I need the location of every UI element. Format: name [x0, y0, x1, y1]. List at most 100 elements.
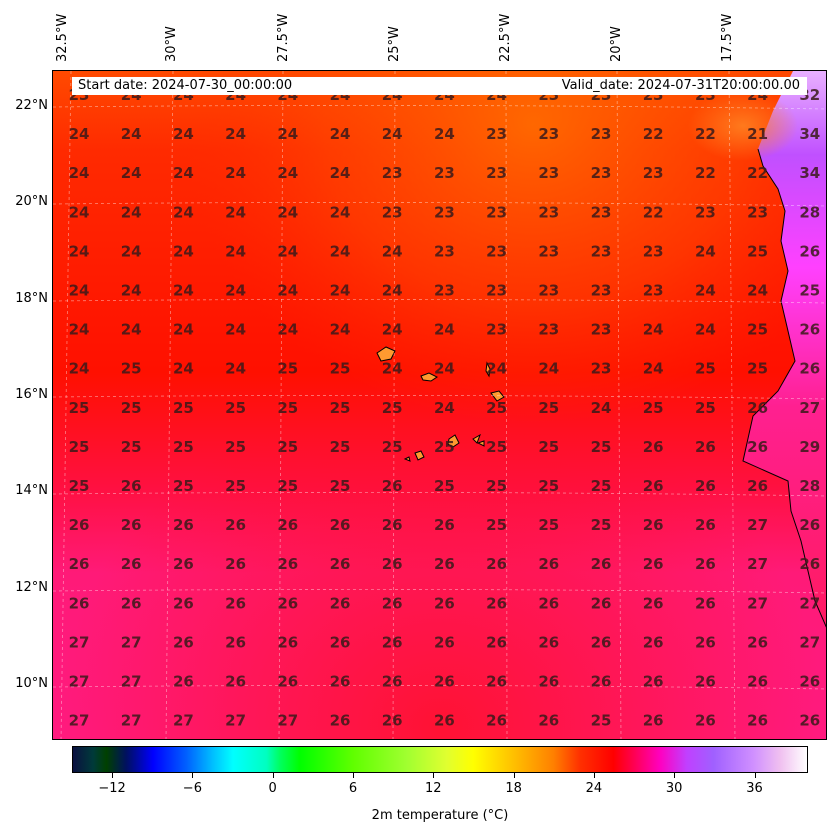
temperature-value: 26: [173, 633, 194, 651]
temperature-value: 24: [330, 242, 351, 260]
temperature-value: 23: [434, 282, 455, 300]
temperature-value: 26: [121, 477, 142, 495]
temperature-value: 26: [591, 633, 612, 651]
temperature-value: 26: [382, 673, 403, 691]
temperature-value: 24: [277, 321, 298, 339]
temperature-value: 24: [643, 321, 664, 339]
colorbar-tick: [192, 773, 194, 778]
temperature-value: 26: [799, 516, 820, 534]
temperature-value: 23: [538, 203, 559, 221]
temperature-value: 25: [486, 399, 507, 417]
temperature-value: 23: [382, 203, 403, 221]
temperature-value: 26: [747, 438, 768, 456]
lat-label: 20°N: [15, 194, 48, 209]
temperature-value: 25: [173, 399, 194, 417]
colorbar-tick-label: −12: [98, 781, 126, 796]
temperature-value: 26: [277, 594, 298, 612]
temperature-value: 23: [538, 282, 559, 300]
temperature-value: 26: [695, 712, 716, 730]
temperature-value: 26: [382, 477, 403, 495]
temperature-value: 24: [121, 242, 142, 260]
colorbar-tick-label: 0: [268, 781, 277, 796]
temperature-value: 24: [69, 360, 90, 378]
temperature-value: 25: [69, 399, 90, 417]
temperature-value: 25: [747, 242, 768, 260]
colorbar-tick-label: 18: [505, 781, 522, 796]
temperature-value: 34: [799, 164, 820, 182]
temperature-value: 24: [330, 164, 351, 182]
lon-label: 32.5°W: [55, 13, 70, 62]
temperature-value: 23: [486, 203, 507, 221]
temperature-value: 26: [643, 477, 664, 495]
temperature-value: 22: [747, 164, 768, 182]
temperature-value: 24: [225, 164, 246, 182]
lat-label: 10°N: [15, 676, 48, 691]
temperature-value: 26: [643, 633, 664, 651]
temperature-value: 24: [225, 125, 246, 143]
temperature-value: 26: [747, 399, 768, 417]
temperature-value: 26: [173, 516, 194, 534]
temperature-value: 23: [538, 125, 559, 143]
temperature-value: 23: [591, 360, 612, 378]
temperature-value: 24: [121, 164, 142, 182]
lon-label: 20°W: [609, 26, 624, 62]
temperature-value: 29: [799, 438, 820, 456]
colorbar-tick: [674, 773, 676, 778]
temperature-value: 24: [434, 360, 455, 378]
temperature-value: 25: [330, 438, 351, 456]
temperature-value: 26: [69, 594, 90, 612]
temperature-value: 24: [173, 203, 194, 221]
colorbar-tick-label: 6: [348, 781, 358, 796]
temperature-value: 24: [173, 321, 194, 339]
temperature-value: 24: [277, 125, 298, 143]
temperature-value: 25: [173, 438, 194, 456]
lat-label: 22°N: [15, 98, 48, 113]
temperature-value: 23: [643, 242, 664, 260]
temperature-value: 28: [799, 477, 820, 495]
temperature-value: 24: [643, 360, 664, 378]
temperature-value: 26: [173, 594, 194, 612]
temperature-value: 24: [434, 321, 455, 339]
temperature-value: 26: [643, 438, 664, 456]
temperature-value: 26: [121, 555, 142, 573]
temperature-value: 26: [225, 594, 246, 612]
temperature-value: 26: [330, 555, 351, 573]
temperature-value: 27: [747, 555, 768, 573]
temperature-value: 26: [799, 321, 820, 339]
cape-verde-islands: [376, 346, 505, 462]
colorbar-tick: [433, 773, 435, 778]
lat-label: 16°N: [15, 387, 48, 402]
temperature-value: 25: [591, 712, 612, 730]
temperature-value: 26: [330, 673, 351, 691]
temperature-value: 26: [434, 712, 455, 730]
temperature-value: 26: [69, 516, 90, 534]
lon-label: 17.5°W: [720, 13, 735, 62]
temperature-value: 25: [591, 477, 612, 495]
temperature-value: 26: [277, 633, 298, 651]
lon-label: 27.5°W: [276, 13, 291, 62]
graticule: [53, 71, 826, 739]
temperature-value: 26: [330, 712, 351, 730]
temperature-value: 23: [591, 125, 612, 143]
temperature-value: 25: [225, 438, 246, 456]
temperature-value: 24: [382, 125, 403, 143]
temperature-value: 25: [277, 438, 298, 456]
colorbar-tick-label: 24: [585, 781, 603, 796]
temperature-value: 24: [173, 242, 194, 260]
temperature-value: 25: [486, 516, 507, 534]
temperature-value: 24: [277, 203, 298, 221]
temperature-value: 26: [382, 555, 403, 573]
temperature-value: 25: [591, 516, 612, 534]
temperature-value: 26: [643, 712, 664, 730]
temperature-value: 26: [434, 555, 455, 573]
temperature-value: 26: [591, 673, 612, 691]
temperature-value: 23: [591, 203, 612, 221]
temperature-value: 24: [69, 164, 90, 182]
temperature-value: 24: [225, 321, 246, 339]
temperature-value: 24: [330, 125, 351, 143]
temperature-value: 26: [173, 673, 194, 691]
temperature-value: 25: [538, 477, 559, 495]
temperature-value: 24: [69, 125, 90, 143]
temperature-value: 25: [277, 360, 298, 378]
